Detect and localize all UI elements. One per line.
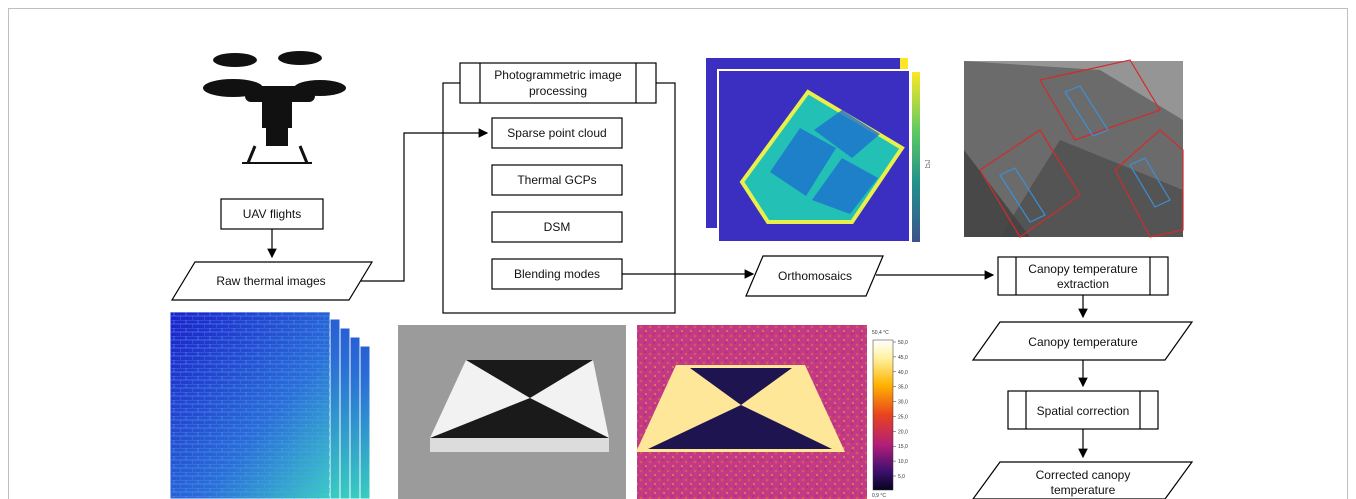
corrected-label-line1: Corrected canopy — [1036, 468, 1131, 482]
ortho-scale-label: [°C] — [924, 160, 930, 169]
canopy-extraction-label-line1: Canopy temperature — [1028, 262, 1138, 276]
scale-tick-label: 25,0 — [898, 414, 908, 420]
scale-tick-label: 20,0 — [898, 429, 908, 435]
canopy-plots-image — [964, 59, 1184, 238]
scale-tick-label: 10,0 — [898, 459, 908, 465]
photogrammetric-label-line2: processing — [529, 84, 587, 98]
scale-tick-label: 50,0 — [898, 340, 908, 346]
spatial-correction-box — [1007, 390, 1159, 430]
drone-image — [203, 51, 346, 164]
blending-modes-box — [491, 258, 623, 290]
corrected-label-line2: temperature — [1051, 483, 1116, 497]
scale-max-label: 50,4 °C — [872, 330, 889, 336]
scale-tick-label: 5,0 — [898, 474, 905, 480]
scale-ticks: 50,0 45,0 40,0 35,0 30,0 25,0 20,0 15,0 10,0 5,0 — [893, 340, 908, 480]
canopy-temperature-label: Canopy temperature — [1028, 335, 1138, 349]
orthomosaics-label: Orthomosaics — [778, 269, 852, 283]
corrected-temperature-box — [972, 461, 1194, 499]
scale-min-label: 0,9 °C — [872, 493, 886, 499]
canopy-extraction-label-line2: extraction — [1057, 277, 1109, 291]
thermal-gcps-box — [491, 164, 623, 196]
orthomosaics-box — [745, 255, 884, 297]
canopy-extraction-box — [997, 256, 1169, 296]
dsm-label: DSM — [544, 220, 571, 234]
scale-tick-label: 30,0 — [898, 400, 908, 406]
scale-tick-label: 15,0 — [898, 444, 908, 450]
flow-arrows — [267, 128, 1088, 459]
uav-flights-label: UAV flights — [243, 207, 301, 221]
scale-tick-label: 40,0 — [898, 370, 908, 376]
blending-modes-label: Blending modes — [514, 267, 600, 281]
photogrammetric-label-line1: Photogrammetric image — [494, 68, 622, 82]
thermal-gcps-label: Thermal GCPs — [517, 173, 596, 187]
gcp-photo — [398, 325, 626, 499]
figure-frame — [8, 8, 1348, 499]
spatial-correction-label: Spatial correction — [1037, 404, 1130, 418]
orthomosaic-image: [°C] — [706, 58, 930, 243]
raw-thermal-image-stack — [169, 311, 371, 499]
sparse-point-cloud-label: Sparse point cloud — [507, 126, 606, 140]
thermal-gcp-image — [636, 325, 867, 499]
canopy-temperature-box — [971, 321, 1194, 361]
sparse-point-cloud-box — [491, 117, 623, 149]
photogrammetric-box — [459, 62, 657, 104]
raw-thermal-images-box — [170, 261, 374, 301]
dsm-box — [491, 211, 623, 243]
thermal-color-scale: 50,4 °C 0,9 °C 50,0 45,0 40,0 35,0 30,0 25,0 2… — [872, 330, 908, 499]
uav-flights-box — [220, 198, 324, 230]
raw-thermal-images-label: Raw thermal images — [216, 274, 325, 288]
scale-tick-label: 45,0 — [898, 355, 908, 361]
scale-tick-label: 35,0 — [898, 385, 908, 391]
